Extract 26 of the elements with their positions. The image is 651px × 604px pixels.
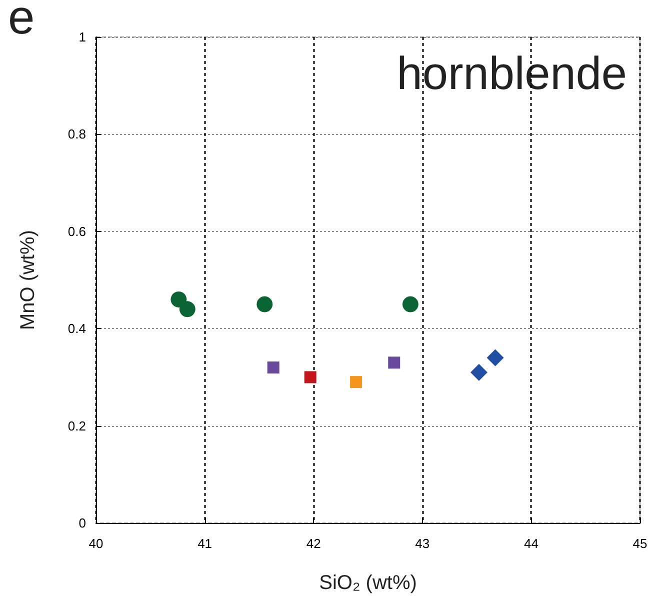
point [256,296,273,312]
point [179,301,196,318]
point [170,291,187,308]
annotation: hornblende [396,47,627,99]
point [486,349,504,366]
point [402,296,418,312]
x-tick-label: 42 [306,536,321,551]
text: e [8,0,35,44]
x-axis-title: SiO₂ (wt%) [319,572,417,594]
y-tick-label: 0.4 [68,321,86,336]
point [350,376,362,388]
y-tick-label: 0.6 [68,224,86,239]
y-axis-title: MnO (wt%) [17,230,39,330]
x-tick-label: 40 [88,536,104,551]
y-tick-label: 0.8 [68,126,86,142]
y-tick-label: 0 [78,516,86,530]
point [267,361,280,374]
point [470,364,488,381]
x-tick-label: 43 [415,536,430,551]
y-tick-label: 0.2 [68,418,86,434]
point [388,356,400,369]
x-tick-label: 44 [524,536,538,551]
x-tick-label: 45 [632,536,648,551]
point [304,371,316,384]
x-tick-label: 41 [198,536,212,551]
y-tick-label: 1 [78,30,86,44]
